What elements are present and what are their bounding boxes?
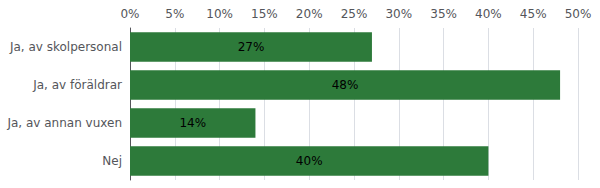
svg-text:10%: 10%: [206, 7, 233, 21]
svg-text:15%: 15%: [251, 7, 278, 21]
svg-text:40%: 40%: [475, 7, 502, 21]
svg-text:40%: 40%: [296, 154, 323, 168]
svg-text:14%: 14%: [179, 116, 206, 130]
svg-text:0%: 0%: [120, 7, 139, 21]
svg-text:27%: 27%: [238, 40, 265, 54]
svg-text:5%: 5%: [165, 7, 184, 21]
svg-text:45%: 45%: [520, 7, 547, 21]
svg-text:20%: 20%: [296, 7, 323, 21]
svg-text:Ja, av annan vuxen: Ja, av annan vuxen: [6, 116, 122, 130]
svg-text:48%: 48%: [332, 78, 359, 92]
svg-text:Ja, av skolpersonal: Ja, av skolpersonal: [9, 40, 122, 54]
svg-text:25%: 25%: [341, 7, 368, 21]
svg-text:Ja, av föräldrar: Ja, av föräldrar: [32, 78, 122, 92]
svg-text:35%: 35%: [430, 7, 457, 21]
svg-text:Nej: Nej: [102, 154, 122, 168]
svg-text:50%: 50%: [565, 7, 592, 21]
svg-text:30%: 30%: [385, 7, 412, 21]
